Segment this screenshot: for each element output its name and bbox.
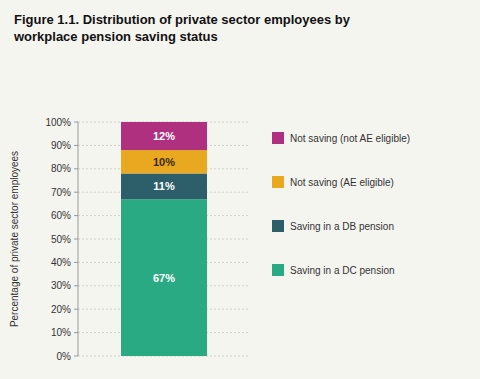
data-labels: 67% 11% 10% 12% — [153, 130, 175, 284]
tick-mark — [74, 122, 78, 123]
tick-label: 100% — [45, 117, 71, 128]
title-line: Figure 1.1. Distribution of private sect… — [14, 12, 351, 27]
tick-label: 50% — [51, 234, 71, 245]
tick-mark — [74, 262, 78, 263]
tick-label: 40% — [51, 257, 71, 268]
tick-mark — [74, 168, 78, 169]
bar-segment — [121, 199, 207, 356]
data-label: 12% — [153, 130, 175, 142]
tick-label: 20% — [51, 304, 71, 315]
bar-segment — [121, 150, 207, 173]
legend-label: Not saving (not AE eligible) — [290, 133, 410, 144]
tick-mark — [74, 285, 78, 286]
legend-swatch — [272, 220, 284, 232]
tick-mark — [74, 332, 78, 333]
legend: Not saving (not AE eligible) Not saving (… — [272, 132, 410, 276]
legend-label: Saving in a DC pension — [290, 265, 395, 276]
tick-mark — [74, 309, 78, 310]
tick-label: 60% — [51, 210, 71, 221]
data-label: 10% — [153, 156, 175, 168]
data-label: 67% — [153, 272, 175, 284]
y-axis: 0% 10% 20% 30% 40% 50% 60% 70% 80% 90% 100% — [45, 117, 250, 362]
bars — [121, 122, 207, 356]
tick-mark — [74, 145, 78, 146]
legend-label: Saving in a DB pension — [290, 221, 394, 232]
axis-line — [78, 122, 79, 356]
bar-segment — [121, 122, 207, 150]
title: Figure 1.1. Distribution of private sect… — [13, 12, 351, 44]
tick-label: 30% — [51, 280, 71, 291]
tick-mark — [74, 239, 78, 240]
legend-swatch — [272, 176, 284, 188]
tick-label: 70% — [51, 187, 71, 198]
legend-swatch — [272, 264, 284, 276]
bar-segment — [121, 173, 207, 199]
legend-swatch — [272, 132, 284, 144]
tick-mark — [74, 192, 78, 193]
tick-label: 80% — [51, 163, 71, 174]
title-line: workplace pension saving status — [13, 29, 218, 44]
chart: Figure 1.1. Distribution of private sect… — [0, 0, 480, 379]
y-axis-label: Percentage of private sector employees — [9, 151, 20, 327]
legend-label: Not saving (AE eligible) — [290, 177, 394, 188]
tick-label: 10% — [51, 327, 71, 338]
page: {"chart_data": { "type": "bar", "stacked… — [0, 0, 480, 379]
tick-label: 90% — [51, 140, 71, 151]
tick-mark — [74, 356, 78, 357]
data-label: 11% — [153, 180, 175, 192]
tick-mark — [74, 215, 78, 216]
tick-label: 0% — [57, 351, 72, 362]
